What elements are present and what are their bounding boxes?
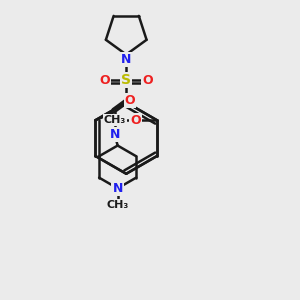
Text: N: N: [110, 128, 120, 141]
Text: CH₃: CH₃: [106, 200, 129, 210]
Text: N: N: [112, 182, 123, 195]
Text: CH₃: CH₃: [104, 115, 126, 125]
Text: O: O: [100, 74, 110, 87]
Text: O: O: [130, 114, 141, 127]
Text: O: O: [125, 94, 135, 107]
Text: O: O: [142, 74, 153, 87]
Text: S: S: [121, 73, 131, 87]
Text: N: N: [121, 53, 131, 66]
